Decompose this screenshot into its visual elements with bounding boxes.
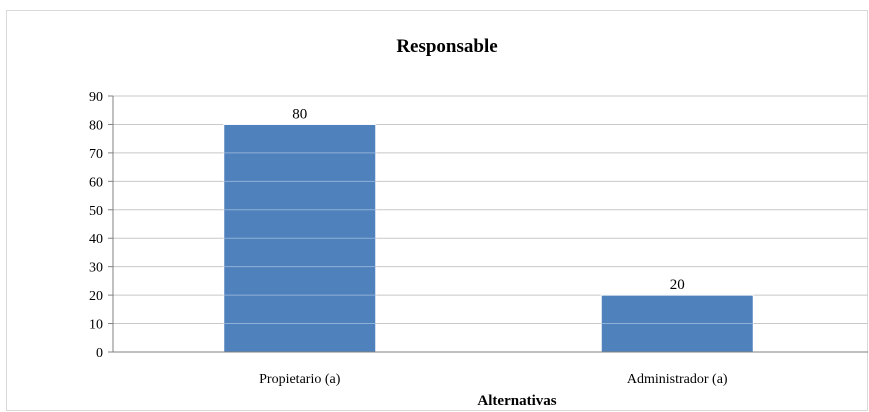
y-tick-label: 30 <box>89 261 103 276</box>
data-label: 80 <box>292 106 307 122</box>
labels: 0 10 20 30 40 50 60 70 80 90 80 Propietario (a) 20 Ad… <box>89 90 728 387</box>
axes <box>108 95 868 353</box>
chart-title: Responsable <box>396 36 497 57</box>
y-tick-label: 80 <box>89 118 103 133</box>
data-label: 20 <box>670 277 685 293</box>
y-tick-label: 40 <box>89 232 103 247</box>
y-tick-label: 0 <box>96 346 103 361</box>
x-tick-label: Administrador (a) <box>627 372 728 387</box>
x-tick-label: Propietario (a) <box>259 372 341 387</box>
x-axis-title: Alternativas <box>477 393 556 409</box>
y-tick-label: 70 <box>89 147 103 162</box>
y-tick-label: 10 <box>89 318 103 333</box>
y-tick-label: 50 <box>89 204 103 219</box>
y-tick-label: 20 <box>89 289 103 304</box>
y-tick-label: 60 <box>89 175 103 190</box>
bars <box>223 123 754 353</box>
y-tick-label: 90 <box>89 90 103 105</box>
